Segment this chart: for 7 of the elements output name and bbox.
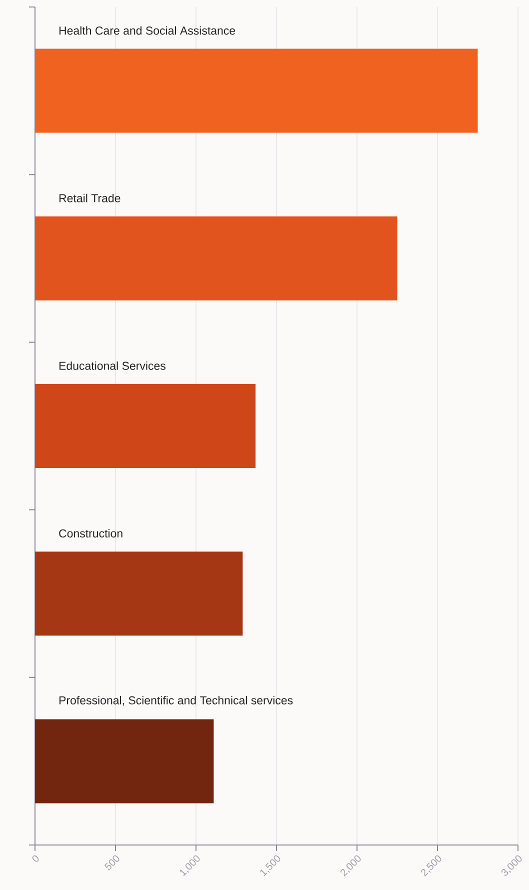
- y-tick-label: Construction: [59, 529, 122, 538]
- y-tick-label: Health Care and Social Assistance: [59, 26, 236, 35]
- y-tick-label: Retail Trade: [59, 194, 120, 202]
- y-tick-label: Educational Services: [59, 361, 166, 370]
- x-tick-label: 0: [32, 855, 39, 862]
- x-tick-label: 500: [104, 855, 120, 870]
- y-tick-label: Professional, Scientific and Technical services: [59, 696, 293, 706]
